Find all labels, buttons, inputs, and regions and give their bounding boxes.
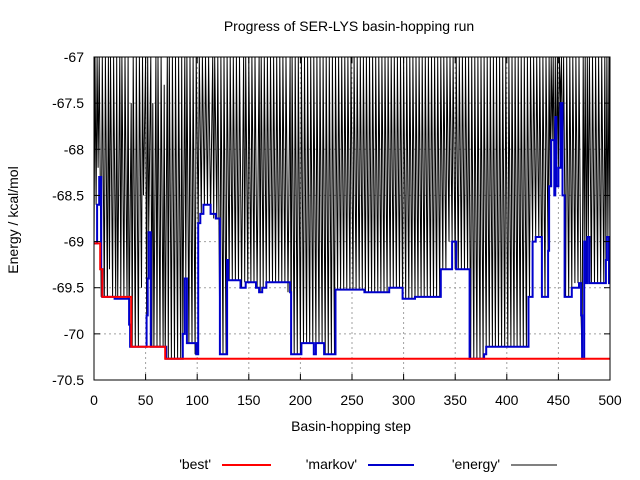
y-tick-label: -68.5 bbox=[52, 187, 84, 203]
x-tick-label: 450 bbox=[547, 392, 571, 408]
x-tick-label: 500 bbox=[598, 392, 622, 408]
x-tick-label: 250 bbox=[340, 392, 364, 408]
x-tick-label: 200 bbox=[289, 392, 313, 408]
x-tick-label: 300 bbox=[392, 392, 416, 408]
chart-title: Progress of SER-LYS basin-hopping run bbox=[224, 18, 474, 34]
legend-label-markov: 'markov' bbox=[306, 456, 357, 472]
x-tick-label: 0 bbox=[90, 392, 98, 408]
x-tick-label: 100 bbox=[186, 392, 210, 408]
plot-area bbox=[94, 57, 610, 360]
y-axis-label: Energy / kcal/mol bbox=[5, 166, 21, 273]
x-axis-label: Basin-hopping step bbox=[291, 418, 411, 434]
series-line-energy bbox=[94, 57, 610, 359]
x-tick-label: 400 bbox=[495, 392, 519, 408]
x-tick-label: 350 bbox=[444, 392, 468, 408]
x-tick-label: 50 bbox=[138, 392, 154, 408]
series-line-best bbox=[94, 242, 610, 360]
y-tick-label: -68 bbox=[64, 141, 84, 157]
y-tick-label: -67 bbox=[64, 49, 84, 65]
axis-ticks: 0 50 100 150 200 250 300 350 400 450 500 -70.5 -70 -6… bbox=[52, 49, 622, 408]
legend: 'best' 'markov' 'energy' bbox=[179, 456, 557, 472]
y-tick-label: -70 bbox=[64, 326, 84, 342]
y-tick-label: -67.5 bbox=[52, 95, 84, 111]
y-tick-label: -69.5 bbox=[52, 280, 84, 296]
y-tick-label: -69 bbox=[64, 234, 84, 250]
x-tick-label: 150 bbox=[237, 392, 261, 408]
y-tick-label: -70.5 bbox=[52, 372, 84, 388]
legend-label-energy: 'energy' bbox=[452, 456, 500, 472]
legend-label-best: 'best' bbox=[179, 456, 211, 472]
